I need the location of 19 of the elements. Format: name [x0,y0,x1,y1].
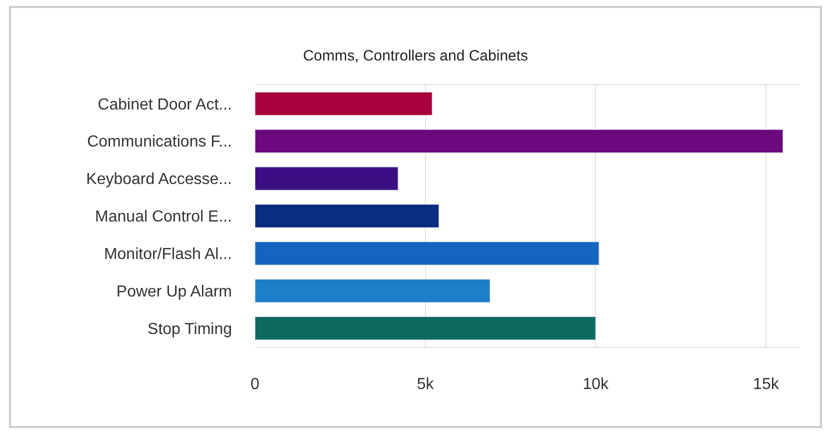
x-tick-label: 5k [416,376,435,394]
bar [255,204,440,228]
y-tick-label: Power Up Alarm [116,283,232,300]
y-tick-label: Keyboard Accesse... [86,171,232,188]
chart-title: Comms, Controllers and Cabinets [302,48,528,65]
x-tick-label: 0 [250,376,260,394]
y-tick-label: Communications F... [87,134,232,151]
bar [255,129,784,153]
bar [255,92,432,116]
bar [255,242,600,266]
bar [255,316,596,340]
x-tick-label: 10k [582,376,610,394]
y-tick-label: Manual Control E... [95,208,232,226]
bar [255,166,398,190]
x-tick-label: 15k [753,376,780,394]
bar [255,279,490,303]
y-tick-label: Stop Timing [148,320,232,338]
y-tick-label: Monitor/Flash Al... [104,246,232,264]
y-tick-label: Cabinet Door Act... [98,96,232,114]
